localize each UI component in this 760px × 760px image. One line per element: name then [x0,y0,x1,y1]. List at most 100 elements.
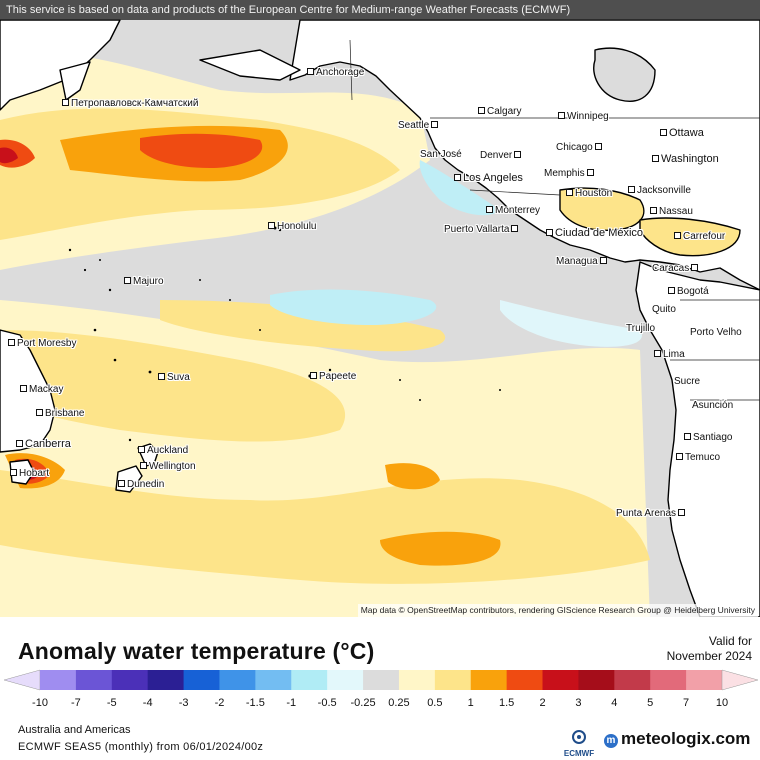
scale-tick-label: -3 [179,697,189,709]
city-marker [138,446,145,453]
scale-arrow-low [3,669,41,691]
borders [349,39,760,401]
map-canvas [0,0,760,617]
city-label[interactable]: Managua [556,256,609,268]
city-marker [10,469,17,476]
city-label[interactable]: Asunción [692,400,734,411]
region-label: Australia and Americas [18,724,131,736]
city-label[interactable]: Santiago [684,432,732,444]
city-label[interactable]: Brisbane [36,408,84,420]
ecmwf-logo-icon [572,730,586,744]
city-label[interactable]: Петропавловск-Камчатский [62,98,198,110]
city-label[interactable]: Ottawa [660,127,704,139]
scale-tick-label: -2 [215,697,225,709]
city-marker [566,189,573,196]
city-label[interactable]: Quito [652,304,676,315]
city-label[interactable]: Calgary [478,106,521,118]
city-label[interactable]: Porto Velho [690,327,742,338]
city-label[interactable]: Puerto Vallarta [444,224,520,236]
city-label[interactable]: Chicago [556,142,604,154]
city-marker [668,287,675,294]
scale-tick-label: 2 [539,697,545,709]
city-label[interactable]: Mackay [20,384,63,396]
scale-tick-label: -7 [71,697,81,709]
city-label[interactable]: Denver [480,150,523,162]
city-label[interactable]: Honolulu [268,221,316,233]
city-label[interactable]: Majuro [124,276,164,288]
city-marker [676,453,683,460]
valid-for: Valid for November 2024 [667,634,752,664]
scale-tick-label: 4 [611,697,617,709]
city-label[interactable]: Memphis [544,168,596,180]
scale-swatch [506,670,544,690]
city-label[interactable]: Bogotá [668,286,709,298]
city-marker [431,121,439,128]
scale-tick-label: -4 [143,697,153,709]
scale-tick-label: 3 [575,697,581,709]
city-label[interactable]: Winnipeg [558,111,609,123]
city-marker [594,143,602,150]
city-label[interactable]: Temuco [676,452,720,464]
scale-tick-label: -0.25 [351,697,376,709]
scale-swatch [40,670,77,690]
land [0,19,760,617]
city-label[interactable]: Los Angeles [454,172,523,184]
map-attribution[interactable]: Map data © OpenStreetMap contributors, r… [357,604,758,617]
city-label[interactable]: Auckland [138,445,188,457]
city-label[interactable]: Wellington [140,461,196,473]
city-label[interactable]: San José [420,149,462,160]
scale-tick-label: 7 [683,697,689,709]
city-label[interactable]: Houston [566,188,612,200]
city-marker [628,186,635,193]
scale-tick-label: 1 [468,697,474,709]
city-marker [514,151,522,158]
city-label[interactable]: Canberra [16,438,71,450]
valid-label: Valid for [708,634,752,648]
city-label[interactable]: Seattle [398,120,440,132]
city-marker [654,350,661,357]
city-marker [20,385,27,392]
scale-tick-label: 0.5 [427,697,442,709]
scale-swatch [255,670,292,690]
city-label[interactable]: Punta Arenas [616,508,687,520]
city-marker [268,222,275,229]
city-label[interactable]: Carrefour [674,231,725,243]
city-label[interactable]: Port Moresby [8,338,76,350]
anomaly-map[interactable]: This service is based on data and produc… [0,0,760,617]
scale-tick-label: 10 [716,697,728,709]
city-marker [599,257,607,264]
scale-swatch [327,670,364,690]
city-label[interactable]: Trujillo [626,323,656,334]
city-label[interactable]: Sucre [674,376,701,387]
scale-tick-label: 5 [647,697,653,709]
city-marker [310,372,317,379]
ecmwf-logo-text: ECMWF [563,749,595,758]
city-label[interactable]: Anchorage [307,67,364,79]
city-marker [62,99,69,106]
scale-tick-label: -1.5 [246,697,265,709]
city-label[interactable]: Washington [652,153,719,165]
scale-swatch [434,670,472,690]
city-label[interactable]: Nassau [650,206,693,218]
city-label[interactable]: Lima [654,349,685,361]
city-label[interactable]: Jacksonville [628,185,691,197]
scale-swatch [650,670,687,690]
city-marker [586,169,594,176]
city-label[interactable]: Monterrey [486,205,540,217]
city-label[interactable]: Dunedin [118,479,164,491]
scale-swatch [111,670,149,690]
city-marker [36,409,43,416]
city-marker [660,129,667,136]
city-label[interactable]: Caracas [652,263,700,275]
scale-swatch [542,670,579,690]
city-label[interactable]: Hobart [10,468,49,480]
city-marker [558,112,565,119]
city-label[interactable]: Papeete [310,371,356,383]
scale-swatch [470,670,508,690]
meteologix-logo[interactable]: m meteologix.com [604,729,750,749]
city-marker [307,68,314,75]
city-label[interactable]: Ciudad de México [546,227,643,239]
city-marker [511,225,519,232]
city-label[interactable]: Suva [158,372,190,384]
scale-swatch [291,670,328,690]
